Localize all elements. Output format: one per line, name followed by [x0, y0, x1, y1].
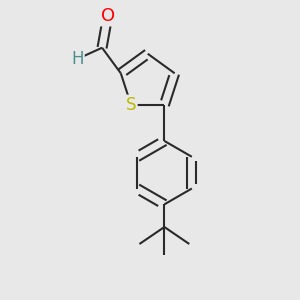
Text: O: O: [101, 7, 115, 25]
Text: H: H: [71, 50, 83, 68]
Text: S: S: [126, 96, 136, 114]
